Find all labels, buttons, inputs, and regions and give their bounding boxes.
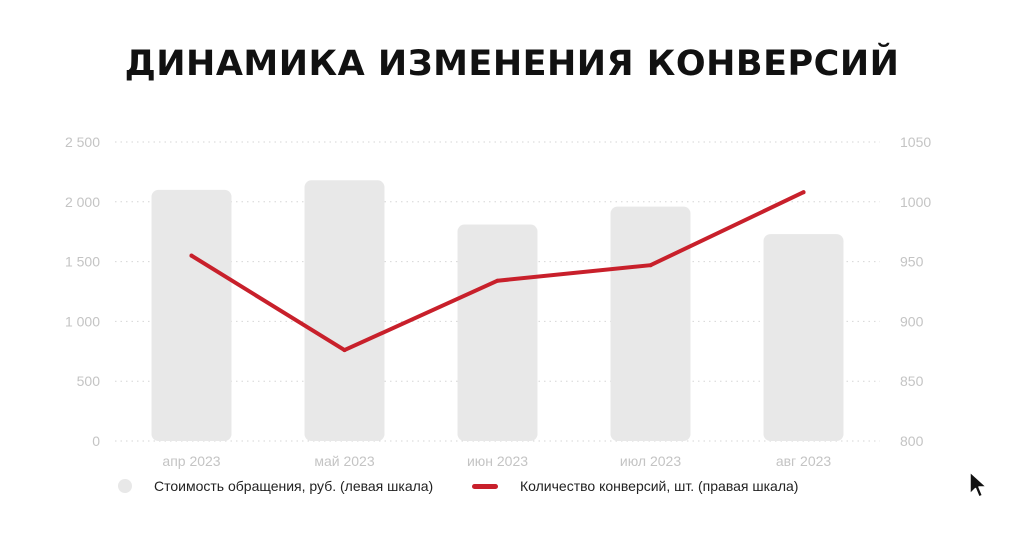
line-series	[189, 190, 806, 353]
x-tick-label: июн 2023	[467, 453, 528, 469]
grid-lines	[115, 141, 880, 442]
bar	[151, 189, 232, 441]
bar-series	[151, 180, 844, 441]
x-tick-label: май 2023	[314, 453, 374, 469]
bar	[763, 234, 844, 441]
line-point	[648, 263, 653, 268]
x-tick-label: авг 2023	[776, 453, 832, 469]
line-point	[189, 253, 194, 258]
line-point	[801, 190, 806, 195]
legend-swatch-line	[472, 483, 498, 489]
x-axis-ticks: апр 2023 май 2023 июн 2023 июл 2023 авг 2023	[162, 453, 831, 469]
left-tick-label: 500	[77, 373, 101, 389]
x-tick-label: июл 2023	[620, 453, 681, 469]
legend-item-bars: Стоимость обращения, руб. (левая шкала)	[118, 478, 433, 494]
cursor-arrow-icon	[969, 471, 988, 498]
bar	[457, 224, 538, 441]
bar	[304, 180, 385, 441]
chart-title: ДИНАМИКА ИЗМЕНЕНИЯ КОНВЕРСИЙ	[124, 44, 900, 84]
right-axis-ticks: 800 850 900 950 1000 1050	[900, 134, 931, 449]
line-point	[495, 278, 500, 283]
left-axis-ticks: 0 500 1 000 1 500 2 000 2 500	[65, 134, 100, 449]
legend-item-line: Количество конверсий, шт. (правая шкала)	[472, 478, 798, 494]
legend-label-line: Количество конверсий, шт. (правая шкала)	[520, 478, 799, 494]
left-tick-label: 1 500	[65, 254, 100, 270]
right-tick-label: 1050	[900, 134, 931, 150]
legend-label-bars: Стоимость обращения, руб. (левая шкала)	[154, 478, 434, 494]
right-tick-label: 800	[900, 433, 924, 449]
left-tick-label: 0	[92, 433, 100, 449]
legend-swatch-bars	[118, 479, 132, 493]
line-point	[342, 348, 347, 353]
left-tick-label: 2 000	[65, 194, 100, 210]
right-tick-label: 1000	[900, 194, 931, 210]
left-tick-label: 2 500	[65, 134, 100, 150]
x-tick-label: апр 2023	[162, 453, 220, 469]
right-tick-label: 950	[900, 254, 924, 270]
left-tick-label: 1 000	[65, 313, 100, 329]
bar	[610, 206, 691, 441]
right-tick-label: 900	[900, 313, 924, 329]
right-tick-label: 850	[900, 373, 924, 389]
